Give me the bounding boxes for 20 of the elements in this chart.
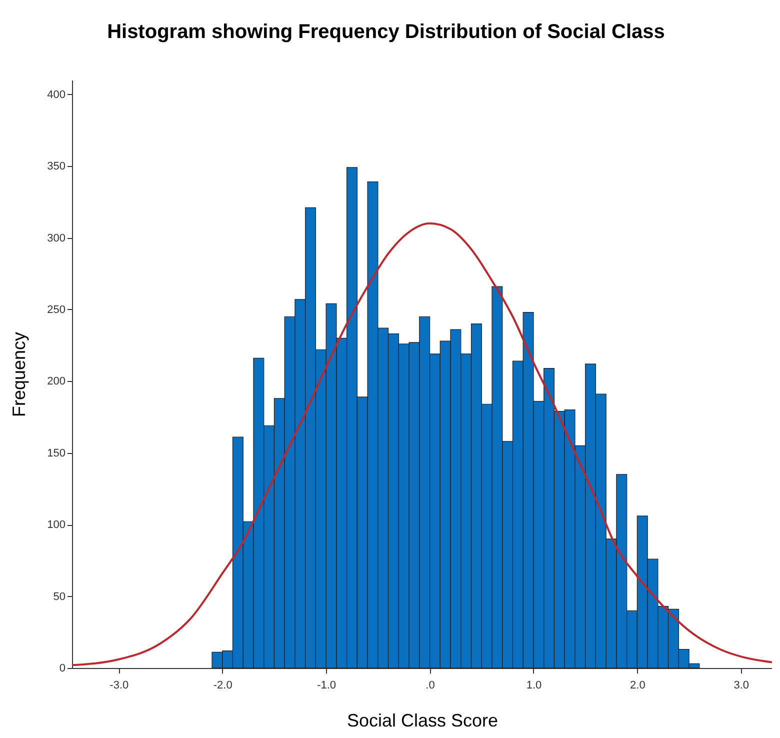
x-tick-label: -3.0 [110,680,129,692]
y-tick-label: 250 [47,304,66,316]
chart-title: Histogram showing Frequency Distribution of Social Class [107,21,665,43]
line-series [72,222,772,666]
x-axis-title: Social Class Score [346,710,498,730]
y-tick-label: 200 [47,376,66,388]
x-tick-label: -2.0 [213,680,232,692]
y-axis-title: Frequency [9,332,30,418]
y-tick-label: 150 [47,447,66,460]
x-tick-label: -1.0 [317,680,336,692]
x-tick-label: .0 [426,680,435,692]
x-tick-label: 3.0 [734,680,750,692]
y-tick-label: 0 [59,662,66,674]
y-tick-label: 350 [47,160,66,173]
y-tick-label: 300 [47,232,66,244]
y-tick-label: 50 [53,590,66,603]
y-tick-label: 400 [47,88,66,101]
y-tick-label: 100 [47,519,66,532]
x-tick-label: 2.0 [630,680,646,692]
x-tick-label: 1.0 [526,680,542,692]
